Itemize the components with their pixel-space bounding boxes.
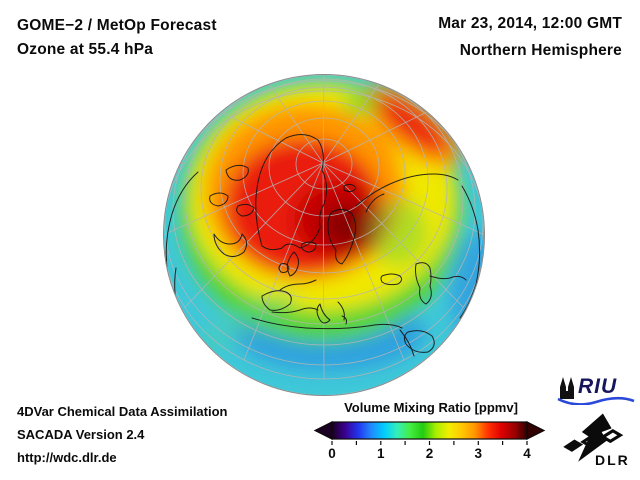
pressure-level-label: Ozone at 55.4 hPa <box>17 41 154 58</box>
graticule <box>164 75 484 380</box>
colorbar-tick-label: 3 <box>474 446 483 461</box>
cathedral-icon <box>557 377 635 406</box>
version-label: SACADA Version 2.4 <box>17 427 145 442</box>
colorbar-left-arrow-icon <box>313 421 333 440</box>
coastlines <box>165 134 481 357</box>
assimilation-label: 4DVar Chemical Data Assimilation <box>17 404 228 419</box>
datetime-label: Mar 23, 2014, 12:00 GMT <box>438 15 622 32</box>
colorbar-gradient <box>313 421 546 445</box>
colorbar-tick-label: 4 <box>523 446 531 461</box>
colorbar-right-arrow-icon <box>526 421 546 440</box>
dlr-bird-icon <box>563 413 624 462</box>
forecast-title: GOME−2 / MetOp Forecast <box>17 17 217 34</box>
riu-logo: RIU <box>556 375 636 406</box>
dlr-logo: DLR <box>562 412 638 472</box>
colorbar-ticks <box>331 441 528 445</box>
url-label: http://wdc.dlr.de <box>17 450 117 465</box>
dlr-label: DLR <box>595 452 630 468</box>
globe-outline <box>163 74 485 396</box>
hemisphere-label: Northern Hemisphere <box>459 42 622 59</box>
colorbar-title: Volume Mixing Ratio [ppmv] <box>344 400 518 415</box>
riu-wave-icon <box>557 396 635 406</box>
colorbar-tick-label: 1 <box>376 446 385 461</box>
riu-label: RIU <box>578 375 618 398</box>
colorbar: Volume Mixing Ratio [ppmv] 0 1 2 3 4 <box>306 400 556 466</box>
colorbar-tick-label: 2 <box>425 446 434 461</box>
colorbar-tick-label: 0 <box>328 446 336 461</box>
